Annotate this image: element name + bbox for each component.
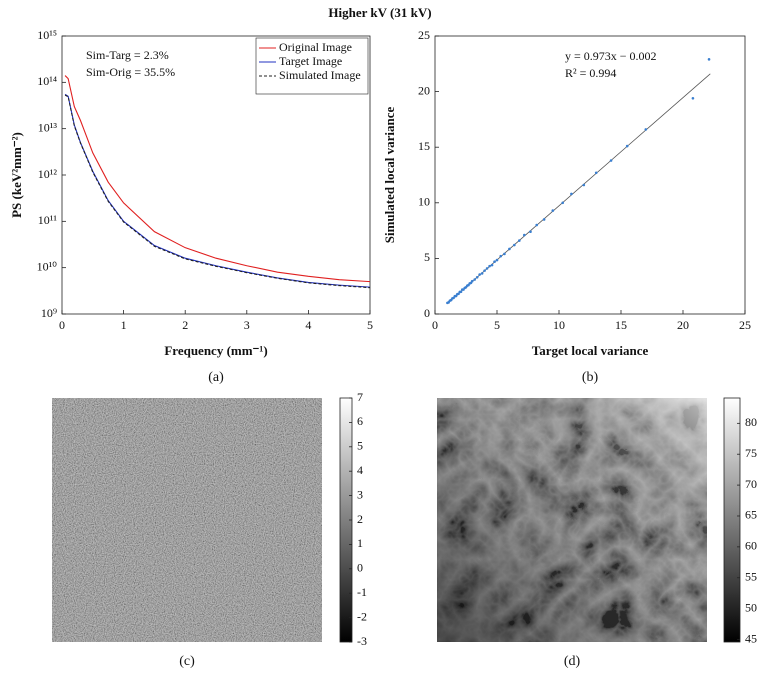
colorbar-tick-label: 55 bbox=[745, 570, 757, 584]
colorbar-tick-label: 1 bbox=[357, 536, 363, 550]
scatter-point bbox=[535, 223, 538, 227]
x-tick-label: 5 bbox=[367, 318, 373, 332]
annotation: y = 0.973x − 0.002 bbox=[565, 49, 657, 63]
scatter-point bbox=[707, 58, 711, 61]
scatter-point bbox=[503, 252, 506, 256]
annotation: R² = 0.994 bbox=[565, 66, 616, 80]
y-tick-label: 20 bbox=[418, 83, 430, 97]
scatter-point bbox=[478, 273, 481, 276]
series-line bbox=[64, 75, 371, 283]
tissue-shading bbox=[437, 398, 707, 642]
y-tick-label: 10¹⁰ bbox=[37, 259, 58, 273]
y-axis-label: Simulated local variance bbox=[382, 107, 397, 244]
colorbar-tick-label: 6 bbox=[357, 414, 363, 428]
legend-label: Simulated Image bbox=[279, 68, 361, 82]
scatter-point bbox=[582, 183, 586, 187]
y-tick-label: 25 bbox=[418, 28, 430, 42]
y-tick-label: 10⁹ bbox=[41, 306, 57, 320]
noise-texture bbox=[52, 398, 322, 642]
scatter-point bbox=[508, 247, 511, 251]
x-tick-label: 1 bbox=[121, 318, 127, 332]
scatter-point bbox=[529, 230, 532, 234]
scatter-point bbox=[644, 128, 648, 131]
colorbar-tick-label: 4 bbox=[357, 463, 363, 477]
scatter-point bbox=[594, 171, 598, 175]
colorbar-tick-label: -3 bbox=[357, 634, 367, 648]
y-axis-label: PS (keV²mm⁻²) bbox=[9, 132, 24, 218]
y-tick-label: 15 bbox=[418, 139, 430, 153]
legend-label: Original Image bbox=[279, 40, 352, 54]
series-line bbox=[64, 94, 371, 289]
x-tick-label: 10 bbox=[553, 318, 565, 332]
colorbar-tick-label: 2 bbox=[357, 512, 363, 526]
caption: (d) bbox=[564, 654, 581, 669]
scatter-point bbox=[493, 260, 496, 264]
y-tick-label: 5 bbox=[424, 250, 430, 264]
scatter-point bbox=[470, 279, 474, 283]
scatter-point bbox=[490, 263, 494, 267]
x-tick-label: 20 bbox=[677, 318, 689, 332]
colorbar-tick-label: 3 bbox=[357, 487, 363, 501]
caption: (a) bbox=[208, 370, 224, 385]
y-tick-label: 10¹¹ bbox=[38, 213, 58, 227]
colorbar-tick-label: 45 bbox=[745, 631, 757, 645]
x-tick-label: 15 bbox=[615, 318, 627, 332]
x-tick-label: 4 bbox=[305, 318, 311, 332]
colorbar-tick-label: -2 bbox=[357, 609, 367, 623]
scatter-point bbox=[518, 239, 521, 242]
x-tick-label: 2 bbox=[182, 318, 188, 332]
colorbar-tick-label: 50 bbox=[745, 600, 757, 614]
caption: (b) bbox=[582, 370, 599, 385]
scatter-point bbox=[499, 254, 503, 258]
x-tick-label: 25 bbox=[739, 318, 751, 332]
scatter-point bbox=[488, 264, 491, 268]
scatter-point bbox=[459, 290, 463, 294]
scatter-point bbox=[473, 278, 476, 281]
scatter-point bbox=[561, 201, 565, 205]
x-axis-label: Target local variance bbox=[532, 343, 649, 358]
scatter-point bbox=[513, 243, 516, 247]
scatter-point bbox=[570, 192, 573, 196]
scatter-point bbox=[480, 272, 484, 275]
y-tick-label: 10¹⁵ bbox=[37, 28, 57, 42]
scatter-point bbox=[625, 144, 629, 148]
scatter-point bbox=[483, 269, 486, 272]
colorbar-tick-label: 7 bbox=[357, 390, 363, 404]
scatter-point bbox=[485, 267, 489, 270]
scatter-point bbox=[691, 96, 695, 100]
colorbar-tick-label: -1 bbox=[357, 585, 367, 599]
scatter-point bbox=[551, 209, 555, 212]
scatter-point bbox=[522, 233, 526, 237]
plot-frame bbox=[434, 35, 746, 315]
scatter-point bbox=[495, 258, 499, 262]
figure-title: Higher kV (31 kV) bbox=[328, 5, 431, 20]
colorbar-tick-label: 0 bbox=[357, 561, 363, 575]
y-tick-label: 10¹⁴ bbox=[37, 74, 57, 88]
x-tick-label: 0 bbox=[59, 318, 65, 332]
colorbar bbox=[723, 397, 741, 643]
x-axis-label: Frequency (mm⁻¹) bbox=[164, 343, 267, 358]
legend-box bbox=[255, 37, 369, 95]
annotation: Sim-Targ = 2.3% bbox=[86, 48, 169, 62]
caption: (c) bbox=[179, 654, 195, 669]
annotation: Sim-Orig = 35.5% bbox=[86, 65, 175, 79]
colorbar-tick-label: 5 bbox=[357, 439, 363, 453]
x-tick-label: 0 bbox=[432, 318, 438, 332]
legend-label: Target Image bbox=[279, 54, 342, 68]
y-tick-label: 0 bbox=[424, 306, 430, 320]
colorbar-tick-label: 60 bbox=[745, 539, 757, 553]
x-tick-label: 3 bbox=[244, 318, 250, 332]
colorbar-tick-label: 80 bbox=[745, 415, 757, 429]
x-tick-label: 5 bbox=[494, 318, 500, 332]
y-tick-label: 10 bbox=[418, 195, 430, 209]
scatter-point bbox=[542, 218, 546, 221]
scatter-point bbox=[475, 276, 479, 279]
y-tick-label: 10¹³ bbox=[38, 120, 58, 134]
y-tick-label: 10¹² bbox=[38, 167, 58, 181]
colorbar-tick-label: 75 bbox=[745, 446, 757, 460]
colorbar-tick-label: 70 bbox=[745, 477, 757, 491]
scatter-point bbox=[609, 159, 613, 162]
colorbar-tick-label: 65 bbox=[745, 508, 757, 522]
